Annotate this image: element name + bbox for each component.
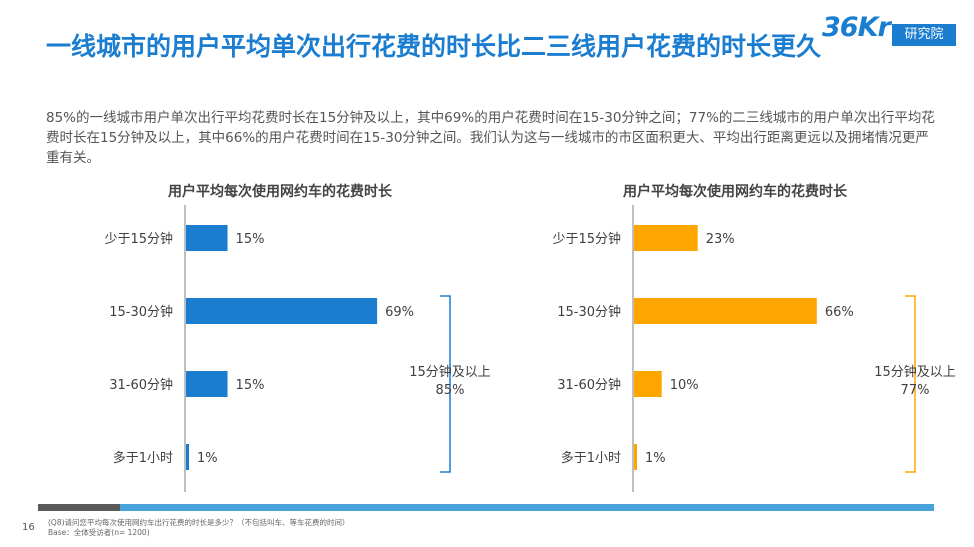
bracket [905, 295, 916, 473]
data-label: 10% [670, 378, 699, 393]
category-label: 15-30分钟 [557, 304, 621, 320]
logo-mark: 36Kr [822, 12, 891, 43]
category-label: 少于15分钟 [552, 231, 621, 247]
bar [186, 298, 378, 324]
bracket-value: 77% [901, 383, 930, 398]
data-label: 15% [236, 378, 265, 393]
chart-title-tier23: 用户平均每次使用网约车的花费时长 [623, 184, 847, 200]
data-label: 1% [645, 451, 666, 466]
bar [634, 225, 698, 251]
chart-title-tier1: 用户平均每次使用网约车的花费时长 [168, 184, 392, 200]
data-label: 69% [385, 305, 414, 320]
footnote-question: (Q8)请问您平均每次使用网约车出行花费的时长是多少？（不包括叫车、等车花费的时… [48, 518, 350, 527]
category-label: 多于1小时 [113, 450, 173, 466]
page-title: 一线城市的用户平均单次出行花费的时长比二三线用户花费的时长更久 [46, 32, 822, 61]
bar [634, 444, 637, 470]
footnote: (Q8)请问您平均每次使用网约车出行花费的时长是多少？（不包括叫车、等车花费的时… [48, 518, 350, 538]
page-number: 16 [22, 522, 35, 533]
bracket-value: 85% [436, 383, 465, 398]
data-label: 15% [236, 232, 265, 247]
data-label: 66% [825, 305, 854, 320]
logo-label: 研究院 [892, 24, 956, 46]
bracket [440, 295, 451, 473]
data-label: 1% [197, 451, 218, 466]
category-label: 多于1小时 [561, 450, 621, 466]
bar [186, 444, 189, 470]
category-label: 15-30分钟 [109, 304, 173, 320]
bar [186, 371, 228, 397]
data-label: 23% [706, 232, 735, 247]
description-text: 85%的一线城市用户单次出行平均花费时长在15分钟及以上，其中69%的用户花费时… [46, 110, 935, 166]
footer-bar-dark [38, 504, 120, 511]
category-label: 31-60分钟 [557, 377, 621, 393]
bracket-label: 15分钟及以上 [409, 364, 491, 380]
bar [634, 298, 817, 324]
bar [634, 371, 662, 397]
footer-bar-light [120, 504, 934, 511]
category-label: 31-60分钟 [109, 377, 173, 393]
category-label: 少于15分钟 [104, 231, 173, 247]
footnote-base: Base：全体受访者(n= 1200) [48, 528, 150, 537]
bar [186, 225, 228, 251]
bracket-label: 15分钟及以上 [874, 364, 956, 380]
